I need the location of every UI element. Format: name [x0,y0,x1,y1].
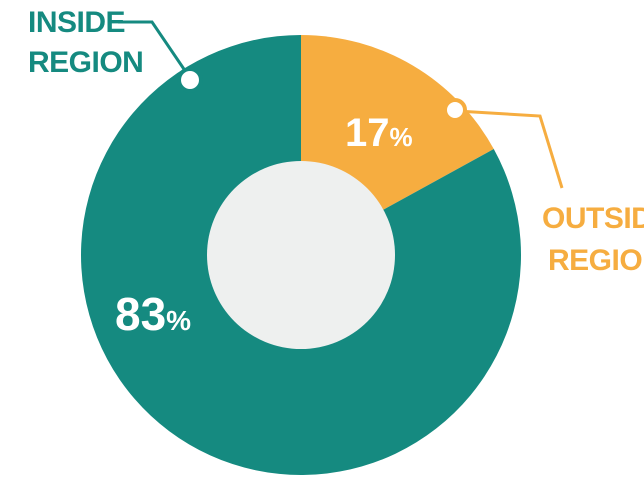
data-label-outside: 17% [345,111,413,155]
callout-line-inside [118,20,192,79]
data-label-inside-unit: % [166,305,191,336]
callout-label-inside-line2: REGION [28,46,143,79]
callout-line-outside [456,109,564,189]
callout-label-inside-line1: INSIDE [28,6,125,39]
callout-dot-outside [443,98,467,122]
donut-hole [207,161,395,349]
data-label-outside-unit: % [390,122,413,152]
data-label-inside-value: 83 [115,288,166,340]
callout-label-outside-line1: OUTSIDE [542,202,644,235]
callout-label-outside-line2: REGION [548,244,644,277]
callout-dot-inside [177,67,203,93]
data-label-outside-value: 17 [345,111,390,155]
data-label-inside: 83% [115,288,191,340]
